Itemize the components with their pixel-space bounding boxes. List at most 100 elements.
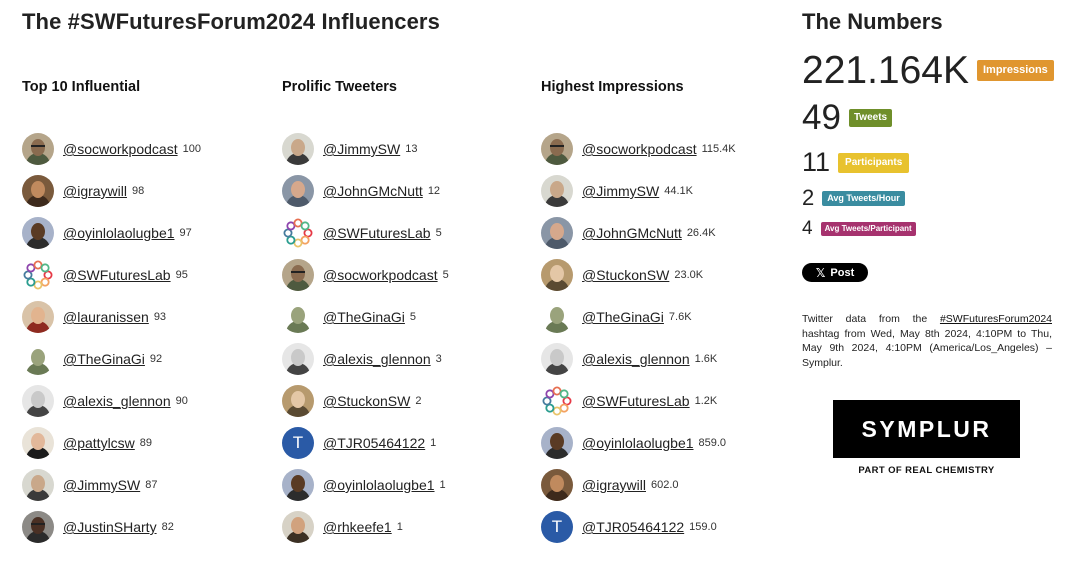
- avatar[interactable]: [541, 343, 573, 375]
- avatar[interactable]: [282, 175, 314, 207]
- list-item: @SWFuturesLab 1.2K: [541, 380, 717, 422]
- user-handle-link[interactable]: @TheGinaGi: [582, 309, 664, 325]
- user-handle-link[interactable]: @oyinlolaolugbe1: [323, 477, 435, 493]
- user-handle-link[interactable]: @TheGinaGi: [323, 309, 405, 325]
- user-handle-link[interactable]: @TheGinaGi: [63, 351, 145, 367]
- numbers-title: The Numbers: [802, 9, 943, 34]
- stat-badge: Avg Tweets/Participant: [820, 221, 916, 236]
- user-handle-link[interactable]: @socworkpodcast: [582, 141, 697, 157]
- avatar[interactable]: [541, 175, 573, 207]
- metric-value: 97: [179, 227, 192, 239]
- symplur-logo-subtitle: PART OF REAL CHEMISTRY: [858, 465, 995, 476]
- list-item: @alexis_glennon 1.6K: [541, 338, 717, 380]
- user-handle-link[interactable]: @alexis_glennon: [323, 351, 431, 367]
- user-handle-link[interactable]: @TJR05464122: [323, 435, 426, 451]
- list-item: @lauranissen 93: [22, 296, 166, 338]
- user-handle-link[interactable]: @pattylcsw: [63, 435, 135, 451]
- avatar[interactable]: [541, 469, 573, 501]
- x-logo-icon: 𝕏: [815, 265, 826, 280]
- user-handle-link[interactable]: @socworkpodcast: [323, 267, 438, 283]
- user-handle-link[interactable]: @TJR05464122: [582, 519, 685, 535]
- user-handle-link[interactable]: @StuckonSW: [323, 393, 411, 409]
- user-handle-link[interactable]: @alexis_glennon: [63, 393, 171, 409]
- user-handle-link[interactable]: @SWFuturesLab: [323, 225, 431, 241]
- column-highest-impressions: Highest Impressions @socworkpodcast 115.4…: [541, 79, 791, 543]
- user-handle-link[interactable]: @JustinSHarty: [63, 519, 157, 535]
- avatar[interactable]: [541, 427, 573, 459]
- metric-value: 44.1K: [664, 185, 693, 197]
- list-item: @pattylcsw 89: [22, 422, 152, 464]
- user-handle-link[interactable]: @socworkpodcast: [63, 141, 178, 157]
- avatar[interactable]: [22, 259, 54, 291]
- swfutureslab-logo-icon: [542, 386, 572, 416]
- user-handle-link[interactable]: @SWFuturesLab: [63, 267, 171, 283]
- user-handle-link[interactable]: @JimmySW: [63, 477, 141, 493]
- avatar[interactable]: T: [541, 511, 573, 543]
- column-heading: Highest Impressions: [541, 79, 684, 95]
- avatar[interactable]: [282, 343, 314, 375]
- avatar[interactable]: [22, 469, 54, 501]
- avatar[interactable]: [22, 427, 54, 459]
- list-item: @socworkpodcast 115.4K: [541, 128, 736, 170]
- list-item: @JimmySW 13: [282, 128, 417, 170]
- symplur-logo[interactable]: SYMPLUR: [833, 400, 1020, 458]
- post-button-label: Post: [830, 266, 855, 279]
- avatar[interactable]: [22, 511, 54, 543]
- user-handle-link[interactable]: @alexis_glennon: [582, 351, 690, 367]
- stat-badge: Participants: [838, 152, 910, 173]
- list-item: @igraywill 602.0: [541, 464, 679, 506]
- user-handle-link[interactable]: @JimmySW: [582, 183, 660, 199]
- avatar[interactable]: [22, 301, 54, 333]
- info-prefix: Twitter data from the: [802, 313, 940, 325]
- avatar[interactable]: [22, 133, 54, 165]
- avatar[interactable]: [282, 259, 314, 291]
- avatar[interactable]: [282, 385, 314, 417]
- user-handle-link[interactable]: @SWFuturesLab: [582, 393, 690, 409]
- post-button[interactable]: 𝕏 Post: [802, 263, 868, 282]
- stat-avg-tweets-participant: 4 Avg Tweets/Participant: [802, 219, 916, 238]
- list-item: @oyinlolaolugbe1 859.0: [541, 422, 726, 464]
- avatar[interactable]: [541, 133, 573, 165]
- user-handle-link[interactable]: @JimmySW: [323, 141, 401, 157]
- avatar[interactable]: [541, 385, 573, 417]
- avatar[interactable]: [22, 175, 54, 207]
- avatar[interactable]: [541, 259, 573, 291]
- metric-value: 13: [405, 143, 418, 155]
- avatar[interactable]: [22, 343, 54, 375]
- avatar[interactable]: [541, 301, 573, 333]
- metric-value: 7.6K: [668, 311, 692, 323]
- avatar[interactable]: [282, 217, 314, 249]
- column-top-influential: Top 10 Influential @socworkpodcast 100 @ig…: [22, 79, 272, 543]
- user-handle-link[interactable]: @igraywill: [582, 477, 646, 493]
- avatar[interactable]: T: [282, 427, 314, 459]
- user-handle-link[interactable]: @oyinlolaolugbe1: [63, 225, 175, 241]
- column-prolific-tweeters: Prolific Tweeters @JimmySW 13 @JohnGMcNutt…: [282, 79, 532, 543]
- metric-value: 5: [409, 311, 417, 323]
- stat-impressions: 221.164K Impressions: [802, 51, 1054, 90]
- numbers-panel: The Numbers 221.164K Impressions 49 Twee…: [802, 9, 1062, 238]
- user-handle-link[interactable]: @oyinlolaolugbe1: [582, 435, 694, 451]
- user-handle-link[interactable]: @StuckonSW: [582, 267, 670, 283]
- avatar[interactable]: [282, 301, 314, 333]
- list-item: @rhkeefe1 1: [282, 506, 403, 548]
- avatar[interactable]: [541, 217, 573, 249]
- metric-value: 1.2K: [694, 395, 718, 407]
- avatar[interactable]: [22, 385, 54, 417]
- data-source-info: Twitter data from the #SWFuturesForum202…: [802, 312, 1052, 370]
- avatar[interactable]: [22, 217, 54, 249]
- list-item: @oyinlolaolugbe1 97: [22, 212, 192, 254]
- avatar[interactable]: [282, 511, 314, 543]
- user-handle-link[interactable]: @lauranissen: [63, 309, 149, 325]
- user-handle-link[interactable]: @rhkeefe1: [323, 519, 392, 535]
- list-item: @TheGinaGi 92: [22, 338, 162, 380]
- stat-badge: Tweets: [848, 108, 893, 127]
- stat-participants: 11 Participants: [802, 149, 910, 176]
- user-handle-link[interactable]: @JohnGMcNutt: [582, 225, 682, 241]
- metric-value: 859.0: [698, 437, 727, 449]
- hashtag-link[interactable]: #SWFuturesForum2024: [939, 313, 1052, 325]
- stat-value: 4: [802, 218, 813, 239]
- user-handle-link[interactable]: @igraywill: [63, 183, 127, 199]
- avatar[interactable]: [282, 469, 314, 501]
- user-handle-link[interactable]: @JohnGMcNutt: [323, 183, 423, 199]
- avatar[interactable]: [282, 133, 314, 165]
